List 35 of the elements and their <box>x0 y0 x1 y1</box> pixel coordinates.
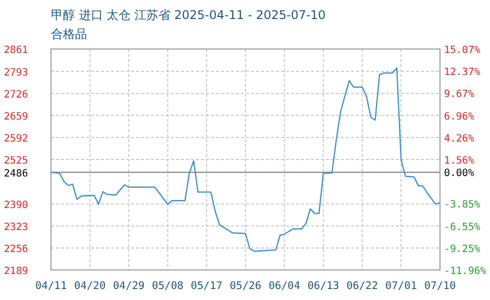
y2-tick-label: -6.55% <box>444 222 480 233</box>
y2-tick-label: 15.07% <box>444 45 480 56</box>
y2-tick-label: -9.25% <box>444 244 480 255</box>
y-tick-label: 2323 <box>4 222 28 233</box>
x-tick-label: 07/10 <box>424 280 456 292</box>
title: 甲醇 进口 太仓 江苏省 2025-04-11 - 2025-07-10 <box>51 8 326 22</box>
x-tick-label: 06/22 <box>346 280 378 292</box>
y-tick-label: 2659 <box>4 111 28 122</box>
y-tick-label: 2726 <box>4 89 28 100</box>
y2-tick-label: 4.26% <box>444 133 474 144</box>
x-tick-label: 05/08 <box>152 280 184 292</box>
y2-tick-label: 12.37% <box>444 67 480 78</box>
subtitle: 合格品 <box>51 27 87 41</box>
y-tick-label: 2861 <box>4 45 28 56</box>
x-tick-label: 04/20 <box>74 280 106 292</box>
y-tick-label: 2592 <box>4 133 28 144</box>
y-tick-label: 2256 <box>4 244 28 255</box>
x-tick-label: 06/04 <box>268 280 300 292</box>
y-tick-label: 2793 <box>4 67 28 78</box>
y2-tick-label: 0.00% <box>444 168 474 180</box>
y2-tick-label: 1.56% <box>444 155 474 166</box>
x-tick-label: 05/26 <box>230 280 262 292</box>
y2-tick-label: -11.96% <box>444 266 486 277</box>
x-tick-label: 07/01 <box>385 280 417 292</box>
y2-tick-label: 9.67% <box>444 89 474 100</box>
x-tick-label: 04/29 <box>112 280 145 292</box>
y-tick-label: 2390 <box>4 200 28 211</box>
x-tick-label: 04/11 <box>35 280 67 292</box>
x-tick-label: 06/13 <box>307 280 340 292</box>
y-tick-label: 2486 <box>4 168 28 180</box>
y-tick-label: 2189 <box>4 266 28 277</box>
y2-tick-label: 6.96% <box>444 111 474 122</box>
y-tick-label: 2525 <box>4 156 28 166</box>
y2-tick-label: -3.85% <box>444 200 480 211</box>
x-tick-label: 05/17 <box>190 280 222 292</box>
